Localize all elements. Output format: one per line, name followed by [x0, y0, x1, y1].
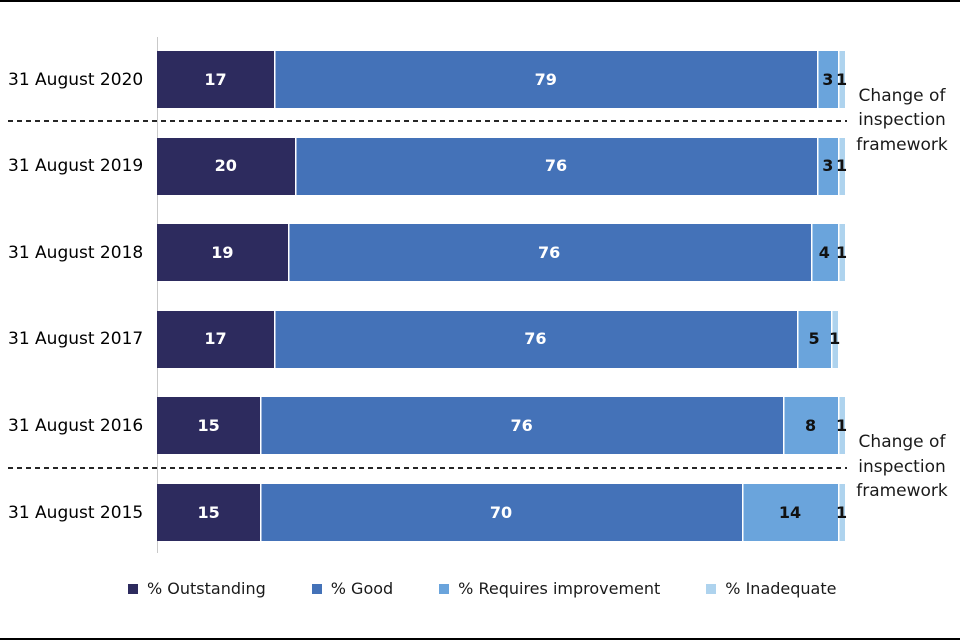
- bar-track: 17 79 3 1: [157, 51, 848, 108]
- segment-value-label: 76: [544, 156, 568, 176]
- segment-value-label: 79: [534, 69, 557, 89]
- bar-segment-good: 76: [294, 137, 818, 195]
- bar-segment-requires-improvement: 14: [741, 484, 839, 541]
- legend-item-inadequate: % Inadequate: [706, 579, 836, 598]
- segment-value-label: 20: [214, 156, 237, 176]
- legend-swatch-icon: [439, 583, 450, 594]
- bar-segment-inadequate: 1: [829, 310, 841, 368]
- segment-value-label: 17: [204, 69, 227, 89]
- bar-segment-outstanding: 20: [157, 137, 295, 195]
- bar-track: 15 70 14 1: [157, 484, 848, 541]
- legend-label: % Outstanding: [147, 579, 266, 598]
- segment-value-label: 14: [778, 502, 802, 522]
- legend-label: % Good: [330, 579, 394, 598]
- bar-segment-requires-improvement: 5: [796, 310, 832, 368]
- segment-value-label: 3: [822, 156, 834, 176]
- bar-track: 20 76 3 1: [157, 137, 848, 195]
- legend-label: % Requires improvement: [458, 579, 661, 598]
- bar-segment-requires-improvement: 3: [817, 137, 839, 195]
- legend-label: % Inadequate: [725, 579, 837, 598]
- annotation-line: framework: [856, 134, 948, 155]
- segment-value-label: 1: [835, 242, 848, 262]
- bar-segment-outstanding: 17: [157, 310, 274, 368]
- bar-track: 15 76 8 1: [157, 397, 848, 455]
- bar-row: 31 August 2018 19 76 4 1: [0, 224, 960, 282]
- framework-change-dashed-line: [8, 120, 847, 123]
- bar-segment-outstanding: 19: [157, 224, 288, 282]
- category-label: 31 August 2017: [8, 329, 144, 350]
- segment-value-label: 76: [538, 242, 561, 262]
- bar-row: 31 August 2016 15 76 8 1: [0, 397, 960, 455]
- legend-item-requires-improvement: % Requires improvement: [439, 579, 660, 598]
- bar-segment-good: 70: [260, 484, 742, 541]
- bar-track: 17 76 5 1: [157, 310, 845, 368]
- bar-segment-inadequate: 1: [835, 51, 848, 108]
- page-border-top: [0, 0, 960, 2]
- bar-segment-outstanding: 15: [157, 397, 261, 455]
- legend-item-outstanding: % Outstanding: [128, 579, 266, 598]
- bar-segment-outstanding: 17: [157, 51, 274, 108]
- segment-value-label: 4: [818, 242, 830, 262]
- category-label: 31 August 2015: [8, 502, 144, 523]
- segment-value-label: 1: [829, 329, 841, 349]
- annotation-line: inspection: [858, 110, 946, 131]
- segment-value-label: 1: [835, 69, 848, 89]
- bar-track: 19 76 4 1: [157, 224, 848, 282]
- annotation-line: Change of: [858, 85, 946, 106]
- bar-row: 31 August 2019 20 76 3 1: [0, 137, 960, 195]
- segment-value-label: 19: [211, 242, 234, 262]
- y-axis-line: [157, 37, 158, 553]
- bar-segment-inadequate: 1: [835, 224, 848, 282]
- bar-segment-good: 76: [260, 397, 784, 455]
- framework-change-annotation: Change of inspection framework: [850, 84, 954, 158]
- segment-value-label: 3: [822, 69, 834, 89]
- annotation-line: inspection: [858, 456, 946, 477]
- legend-item-good: % Good: [311, 579, 394, 598]
- bar-segment-inadequate: 1: [835, 137, 848, 195]
- category-label: 31 August 2016: [8, 415, 144, 436]
- legend-swatch-icon: [311, 583, 322, 594]
- bar-segment-good: 76: [273, 310, 797, 368]
- legend-swatch-icon: [128, 583, 138, 594]
- bar-row: 31 August 2015 15 70 14 1: [0, 484, 960, 541]
- bar-segment-good: 79: [273, 51, 818, 108]
- segment-value-label: 8: [805, 415, 817, 435]
- segment-value-label: 76: [524, 329, 547, 349]
- segment-value-label: 1: [835, 502, 848, 522]
- segment-value-label: 15: [197, 415, 220, 435]
- segment-value-label: 15: [197, 502, 220, 522]
- segment-value-label: 17: [204, 329, 227, 349]
- category-label: 31 August 2019: [8, 156, 144, 177]
- bar-row: 31 August 2017 17 76 5 1: [0, 310, 960, 368]
- framework-change-annotation: Change of inspection framework: [850, 430, 954, 504]
- bar-segment-inadequate: 1: [835, 397, 848, 455]
- bar-row: 31 August 2020 17 79 3 1: [0, 51, 960, 108]
- segment-value-label: 5: [808, 329, 820, 349]
- bar-segment-requires-improvement: 3: [817, 51, 839, 108]
- segment-value-label: 70: [489, 502, 513, 522]
- annotation-line: Change of: [858, 432, 946, 453]
- bar-segment-requires-improvement: 8: [783, 397, 839, 455]
- category-label: 31 August 2020: [8, 69, 144, 90]
- bar-segment-good: 76: [287, 224, 811, 282]
- bar-segment-outstanding: 15: [157, 484, 261, 541]
- framework-change-dashed-line: [8, 466, 847, 469]
- chart-legend: % Outstanding % Good % Requires improvemen…: [128, 579, 836, 598]
- bar-segment-requires-improvement: 4: [810, 224, 839, 282]
- legend-swatch-icon: [706, 583, 717, 594]
- segment-value-label: 1: [835, 415, 848, 435]
- category-label: 31 August 2018: [8, 242, 144, 263]
- segment-value-label: 1: [835, 156, 848, 176]
- segment-value-label: 76: [510, 415, 533, 435]
- bar-segment-inadequate: 1: [835, 484, 848, 541]
- page-border-bottom: [0, 638, 960, 640]
- annotation-line: framework: [856, 481, 948, 502]
